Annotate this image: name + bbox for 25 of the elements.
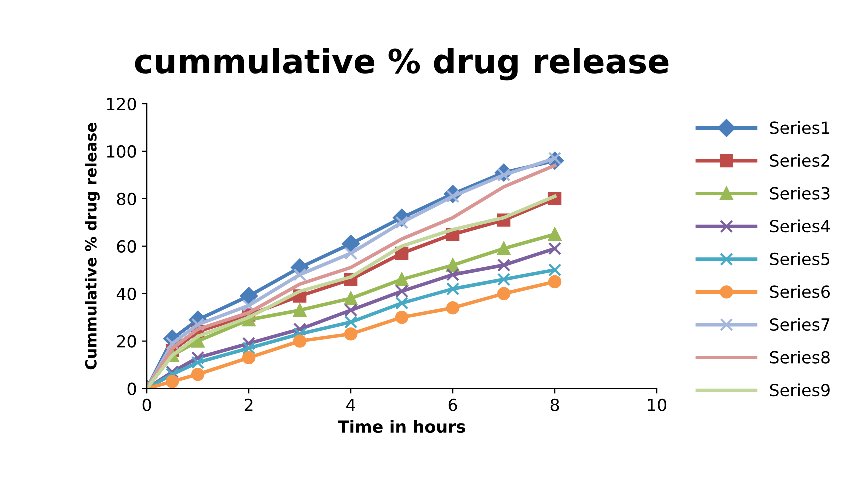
y-tick-label: 20 (117, 335, 136, 348)
legend-label: Series2 (770, 154, 830, 168)
x-axis-title: Time in hours (338, 420, 466, 434)
x-tick-label: 4 (346, 399, 356, 412)
chart-title: cummulative % drug release (135, 48, 669, 81)
legend-label: Series4 (770, 220, 830, 233)
y-tick-label: 80 (117, 192, 136, 206)
y-tick-label: 40 (116, 288, 136, 300)
legend-label: Series1 (770, 121, 830, 134)
y-tick-label: 100 (107, 145, 136, 158)
legend-label: Series3 (770, 186, 830, 200)
x-tick-label: 10 (648, 398, 667, 412)
legend-label: Series7 (770, 318, 830, 332)
y-tick-label: 60 (117, 240, 136, 253)
legend-label: Series8 (770, 350, 830, 364)
x-tick-label: 6 (448, 398, 458, 412)
x-tick-label: 2 (244, 398, 253, 412)
y-tick-label: 120 (107, 98, 136, 111)
x-tick-label: 8 (550, 398, 560, 412)
legend-label: Series6 (770, 285, 830, 298)
y-tick-label: 0 (128, 382, 136, 396)
legend-label: Series5 (770, 252, 830, 266)
x-tick-label: 0 (142, 398, 152, 412)
legend-label: Series9 (770, 384, 830, 397)
y-axis-title: Cummulative % drug release (85, 123, 100, 370)
